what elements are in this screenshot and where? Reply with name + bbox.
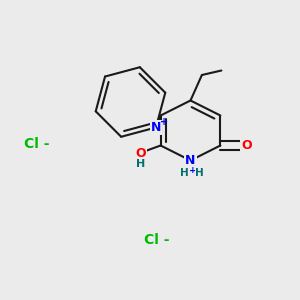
Text: N: N [151,121,161,134]
Text: N: N [185,154,196,167]
Text: O: O [136,146,146,160]
Text: +: + [160,117,168,127]
Text: H: H [195,168,204,178]
Text: Cl -: Cl - [144,233,170,247]
Text: +: + [189,166,197,175]
Text: H: H [136,159,145,170]
Text: Cl -: Cl - [24,137,50,151]
Text: O: O [242,139,252,152]
Text: H: H [179,168,188,178]
